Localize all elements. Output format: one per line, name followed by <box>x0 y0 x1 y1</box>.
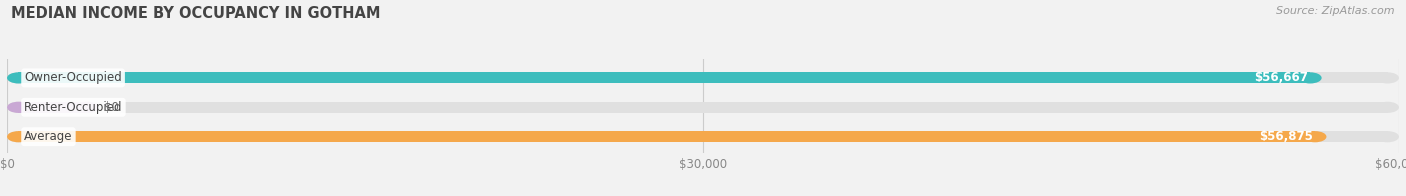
Text: Owner-Occupied: Owner-Occupied <box>24 71 122 84</box>
Ellipse shape <box>7 102 30 113</box>
Ellipse shape <box>7 131 30 142</box>
Ellipse shape <box>7 72 30 83</box>
Text: $56,667: $56,667 <box>1254 71 1308 84</box>
Text: $0: $0 <box>104 101 120 114</box>
Text: Average: Average <box>24 130 73 143</box>
Ellipse shape <box>7 102 30 113</box>
Bar <box>18 72 1310 83</box>
Text: Source: ZipAtlas.com: Source: ZipAtlas.com <box>1277 6 1395 16</box>
Ellipse shape <box>1376 102 1399 113</box>
Bar <box>18 102 87 113</box>
Ellipse shape <box>1376 131 1399 142</box>
Bar <box>18 72 1388 83</box>
Text: Renter-Occupied: Renter-Occupied <box>24 101 122 114</box>
Bar <box>18 102 1388 113</box>
Ellipse shape <box>1299 72 1322 83</box>
Ellipse shape <box>1303 131 1326 142</box>
Text: MEDIAN INCOME BY OCCUPANCY IN GOTHAM: MEDIAN INCOME BY OCCUPANCY IN GOTHAM <box>11 6 381 21</box>
Text: $56,875: $56,875 <box>1258 130 1313 143</box>
Ellipse shape <box>1376 72 1399 83</box>
Ellipse shape <box>76 102 98 113</box>
Ellipse shape <box>7 131 30 142</box>
Ellipse shape <box>7 72 30 83</box>
Bar <box>18 131 1388 142</box>
Bar <box>18 131 1315 142</box>
